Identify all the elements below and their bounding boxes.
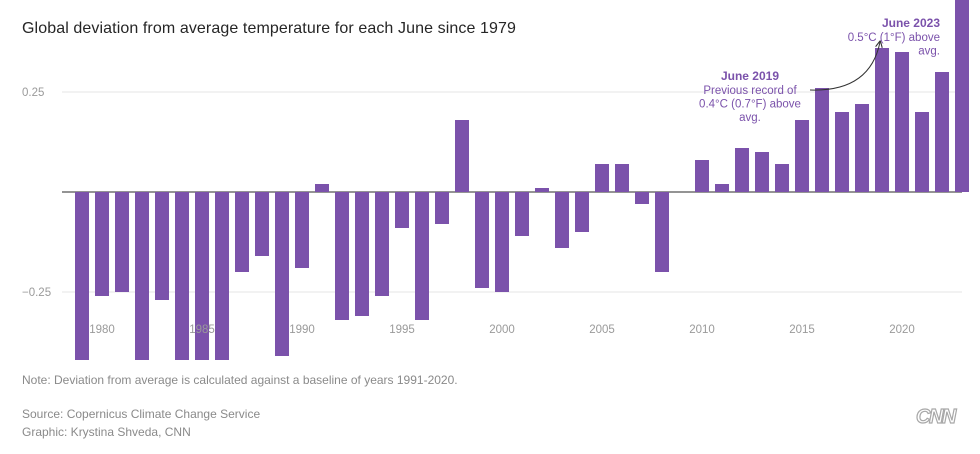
x-tick-label: 2005	[589, 324, 615, 336]
x-tick-label: 1980	[89, 324, 115, 336]
bar-1991	[315, 184, 329, 192]
bar-2011	[715, 184, 729, 192]
graphic-credit: Graphic: Krystina Shveda, CNN	[22, 425, 191, 439]
x-tick-label: 1990	[289, 324, 315, 336]
bar-1988	[255, 192, 269, 256]
annotation-line: 0.4°C (0.7°F) above	[699, 99, 801, 111]
bar-2004	[575, 192, 589, 232]
annotation-title: June 2023	[882, 16, 940, 30]
bar-2000	[495, 192, 509, 292]
bar-1999	[475, 192, 489, 288]
cnn-logo: CNN	[915, 405, 957, 428]
bar-1982	[135, 192, 149, 360]
bar-2015	[795, 120, 809, 192]
bar-1994	[375, 192, 389, 296]
bar-2006	[615, 164, 629, 192]
bar-2018	[855, 104, 869, 192]
bars-layer	[75, 0, 969, 360]
y-axis-labels: 0.5°C0.25−0.25−0.5	[22, 87, 51, 299]
bar-1993	[355, 192, 369, 316]
bar-2005	[595, 164, 609, 192]
annotation-title: June 2019	[721, 69, 779, 83]
annotation-2019: June 2019 Previous record of 0.4°C (0.7°F)…	[699, 42, 880, 124]
bar-2017	[835, 112, 849, 192]
bar-1986	[215, 192, 229, 360]
source-text: Source: Copernicus Climate Change Servic…	[22, 407, 261, 421]
annotation-2023: June 2023 0.5°C (1°F) above avg.	[848, 16, 941, 58]
bar-2014	[775, 164, 789, 192]
bar-2016	[815, 88, 829, 192]
bar-2021	[915, 112, 929, 192]
x-tick-label: 2000	[489, 324, 515, 336]
bar-2012	[735, 148, 749, 192]
annotation-line: Previous record of	[703, 85, 797, 97]
annotation-line: avg.	[918, 46, 940, 58]
bar-chart: 0.5°C0.25−0.25−0.5 198019851990199520002…	[22, 0, 969, 360]
bar-2022	[935, 72, 949, 192]
x-tick-label: 1995	[389, 324, 415, 336]
bar-1996	[415, 192, 429, 320]
annotation-line: 0.5°C (1°F) above	[848, 32, 940, 44]
x-tick-label: 1985	[189, 324, 215, 336]
bar-2010	[695, 160, 709, 192]
bar-1981	[115, 192, 129, 292]
y-tick-label: 0.25	[22, 87, 44, 99]
bar-1980	[95, 192, 109, 296]
bar-1985	[195, 192, 209, 360]
bar-2007	[635, 192, 649, 204]
bar-2003	[555, 192, 569, 248]
annotation-line: avg.	[739, 112, 761, 124]
bar-1984	[175, 192, 189, 360]
bar-2002	[535, 188, 549, 192]
bar-1990	[295, 192, 309, 268]
bar-2001	[515, 192, 529, 236]
chart-note: Note: Deviation from average is calculat…	[22, 373, 458, 387]
bar-2020	[895, 52, 909, 192]
bar-1992	[335, 192, 349, 320]
bar-1989	[275, 192, 289, 356]
x-tick-label: 2010	[689, 324, 715, 336]
bar-1983	[155, 192, 169, 300]
bar-1987	[235, 192, 249, 272]
x-axis-labels: 1980 1985 1990 1995 2000 2005 2010 2015 2020	[89, 324, 915, 336]
bar-2013	[755, 152, 769, 192]
chart-credits: Source: Copernicus Climate Change Servic…	[22, 405, 260, 441]
bar-1979	[75, 192, 89, 360]
annotations-layer: June 2019 Previous record of 0.4°C (0.7°F)…	[699, 16, 941, 124]
grid-layer	[62, 91, 962, 293]
chart-title: Global deviation from average temperatur…	[22, 20, 516, 37]
bar-1997	[435, 192, 449, 224]
bar-1995	[395, 192, 409, 228]
bar-1998	[455, 120, 469, 192]
bar-2023	[955, 0, 969, 192]
annotation-arrow	[809, 42, 880, 91]
bar-2008	[655, 192, 669, 272]
x-tick-label: 2015	[789, 324, 815, 336]
bar-2019	[875, 48, 889, 192]
y-tick-label: −0.25	[22, 287, 51, 299]
x-tick-label: 2020	[889, 324, 915, 336]
